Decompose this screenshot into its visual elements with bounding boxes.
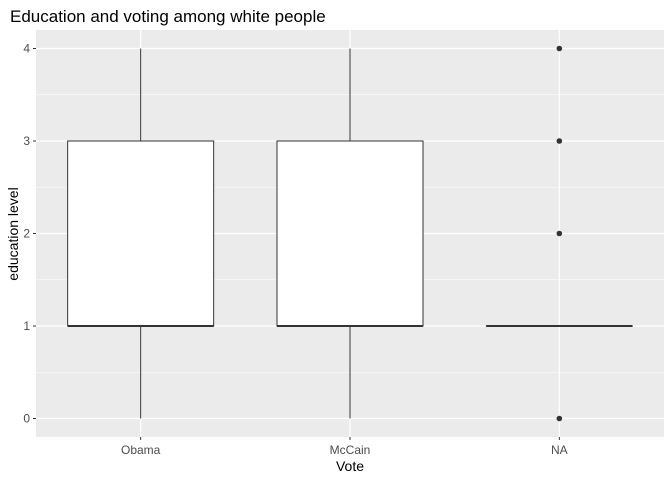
outlier-point xyxy=(557,231,563,237)
y-tick-label: 3 xyxy=(23,134,30,148)
outlier-point xyxy=(557,416,563,422)
y-axis-ticks: 0 1 2 3 4 xyxy=(23,42,36,426)
x-tick-label: Obama xyxy=(121,443,161,457)
x-axis-title: Vote xyxy=(336,458,364,474)
outlier-point xyxy=(557,138,563,144)
box-body xyxy=(277,141,423,326)
x-axis-ticks: Obama McCain NA xyxy=(121,437,568,457)
y-tick-label: 2 xyxy=(23,227,30,241)
x-tick-label: McCain xyxy=(330,443,371,457)
chart-title: Education and voting among white people xyxy=(10,7,326,26)
y-axis-title: education level xyxy=(5,187,21,280)
x-tick-label: NA xyxy=(551,443,568,457)
outlier-point xyxy=(557,46,563,52)
box-body xyxy=(68,141,214,326)
y-tick-label: 1 xyxy=(23,319,30,333)
y-tick-label: 4 xyxy=(23,42,30,56)
y-tick-label: 0 xyxy=(23,412,30,426)
